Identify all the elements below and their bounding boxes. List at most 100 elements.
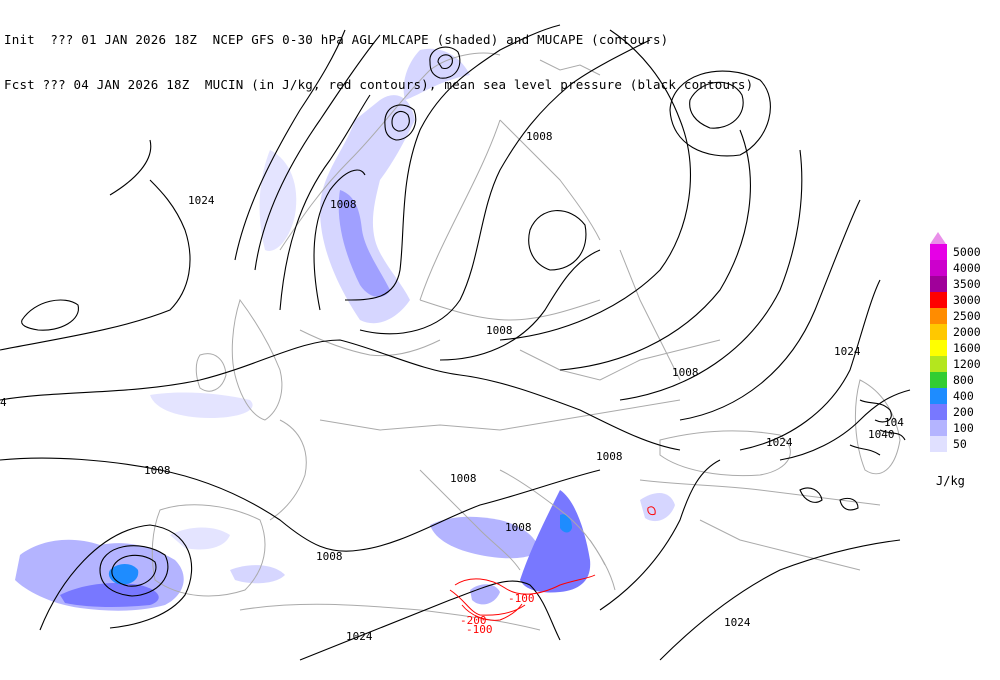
coastline-svalbard-hint [539,59,601,76]
pressure-label: 1008 [144,464,171,477]
legend-item: 5000 [930,244,1000,260]
pressure-label: 1008 [526,130,553,143]
isobar-8 [499,29,691,341]
isobar-atlantic-high [21,299,79,331]
legend-top-arrow-icon [930,232,946,244]
legend-units: J/kg [936,474,965,488]
cape-area-atlantic-sw-core [108,564,139,585]
legend-item: 100 [930,420,1000,436]
pressure-label: 1024 [346,630,373,643]
legend-swatch [930,340,947,356]
header-fcst-line: Fcst ??? 04 JAN 2026 18Z MUCIN (in J/kg,… [4,77,754,92]
pressure-label: 1008 [330,198,357,211]
legend-swatch [930,260,947,276]
cape-area-norway-inner [338,190,390,297]
cape-area-ionian [520,490,591,593]
pressure-label: 104 [884,416,904,429]
legend-item: 200 [930,404,1000,420]
legend-label: 3500 [953,277,981,291]
cape-area-ionian-core [560,514,572,533]
mlcape-shading [15,48,675,611]
isobar-10 [619,149,803,401]
pressure-label: 1008 [316,550,343,563]
isobar-caucasus-complex [849,399,906,456]
pressure-label: 1024 [188,194,215,207]
coastline-north-africa [239,603,541,631]
pressure-label: 1008 [596,450,623,463]
legend-label: 5000 [953,245,981,259]
cape-area-north-cape [403,48,470,100]
isobar-6 [359,39,651,335]
mucin-label: -100 [466,623,493,636]
pressure-label: 1024 [724,616,751,629]
legend-item: 1600 [930,340,1000,356]
isobar-africa-1008 [299,580,561,661]
cape-area-iceland-sea [259,150,297,251]
legend-item: 2500 [930,308,1000,324]
cape-area-adriatic [430,516,540,559]
isobar-europe-1008-a [0,339,681,451]
pressure-label: 1024 [766,436,793,449]
legend-swatch [930,356,947,372]
legend-swatch [930,324,947,340]
legend-swatch [930,404,947,420]
pressure-label: 1008 [505,521,532,534]
pressure-label: 1024 [834,345,861,358]
legend-item: 400 [930,388,1000,404]
legend-swatch [930,372,947,388]
coastline-italy [419,469,521,571]
mucin-contour-200 [461,603,523,621]
mucin-contour-100-b [449,589,526,616]
mucin-contours [449,506,656,621]
mucin-label: -100 [508,592,535,605]
pressure-labels: 1024 1008 1008 1024 1008 1008 1024 1008 … [0,130,904,643]
coastline-turkey [639,479,881,506]
legend-swatch [930,388,947,404]
isobar-east-med-1024 [659,539,901,661]
border-middle-east [699,519,861,571]
mucin-label: -200 [460,614,487,627]
cape-area-balkan-east [640,493,675,522]
coastline-ireland [195,353,227,392]
coastline-north-sea [299,329,441,357]
isobar-scandinavia-1008 [344,24,561,301]
isobar-low-iberia-3 [39,524,193,631]
isobar-high-russia-2 [669,70,771,157]
pressure-label: 1008 [450,472,477,485]
cape-legend: 5000 4000 3500 3000 2500 2000 1600 1200 … [930,232,1000,472]
isobar-low-norway-1 [391,110,410,132]
isobar-atlantic-1024 [0,179,191,351]
isobar-turkey-small-2 [839,497,859,511]
legend-item: 3500 [930,276,1000,292]
border-russia-west [619,249,681,381]
pressure-label: 1040 [868,428,895,441]
isobar-2 [234,29,346,261]
legend-swatch [930,276,947,292]
isobar-low-iberia-2 [99,545,169,597]
isobar-high-russia-1 [689,81,744,129]
isobar-5 [313,169,366,311]
isobar-low-iberia-1 [111,554,157,587]
isobar-4 [279,94,371,311]
mucin-labels: -100 -200 -100 [460,592,535,636]
cape-area-atlantic-sw-inner [60,583,159,608]
cape-area-atlantic-mid [150,392,253,418]
isobar-low-north-cape-2 [429,46,461,79]
cape-area-biscay [170,527,230,550]
legend-item: 50 [930,436,1000,452]
country-borders [151,52,901,631]
legend-swatch [930,436,947,452]
isobar-low-norway-2 [384,104,417,141]
coastline-uk [231,298,283,421]
legend-label: 400 [953,389,974,403]
map-header: Init ??? 01 JAN 2026 18Z NCEP GFS 0-30 h… [4,2,753,107]
legend-label: 3000 [953,293,981,307]
coastline-france [269,419,307,521]
legend-label: 4000 [953,261,981,275]
legend-swatch [930,420,947,436]
coastline-greece [589,539,616,591]
isobar-1 [109,139,152,196]
isobar-9 [559,129,751,371]
legend-swatch [930,292,947,308]
